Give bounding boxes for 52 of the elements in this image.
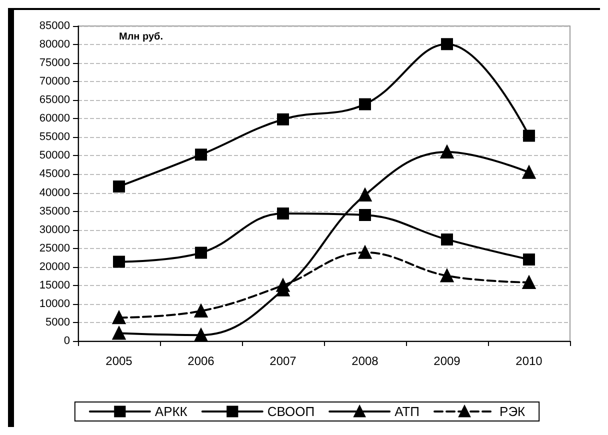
point: [440, 146, 454, 158]
y-tick-label: 55000: [39, 131, 70, 144]
y-tick-label: 15000: [39, 279, 70, 292]
annotation: Млн руб.: [119, 32, 164, 42]
y-tick-label: 0: [64, 335, 70, 347]
y-tick-label: 80000: [39, 38, 70, 51]
y-tick-label: 45000: [39, 168, 70, 180]
x-tick-label: 2005: [106, 354, 133, 368]
point: [194, 304, 208, 318]
legend-label: СВООП: [267, 404, 315, 419]
point: [112, 326, 126, 340]
x-tick-label: 2009: [434, 354, 461, 368]
point: [194, 328, 208, 342]
y-tick-label: 60000: [39, 112, 70, 125]
point: [359, 98, 371, 110]
point: [358, 246, 372, 259]
point: [195, 148, 207, 161]
point: [277, 113, 289, 126]
y-tick-label: 35000: [39, 205, 70, 218]
x-tick-label: 2007: [270, 354, 297, 368]
y-tick-label: 30000: [39, 224, 70, 236]
point: [113, 180, 125, 192]
point: [440, 269, 454, 282]
y-tick-label: 20000: [39, 260, 70, 273]
x-tick-label: 2008: [352, 354, 379, 368]
legend-label: АРКК: [154, 404, 188, 419]
y-tick-label: 5000: [46, 316, 70, 328]
point: [112, 311, 126, 324]
point: [522, 276, 536, 289]
y-tick-label: 70000: [39, 76, 70, 88]
y-tick-label: 50000: [39, 150, 70, 162]
y-tick-label: 10000: [39, 298, 70, 310]
point: [523, 130, 535, 142]
point: [277, 208, 289, 220]
point: [441, 38, 453, 50]
point: [276, 278, 290, 292]
legend-label: РЭК: [500, 404, 526, 419]
point: [358, 188, 372, 202]
point: [359, 209, 371, 221]
y-tick-label: 85000: [39, 20, 70, 32]
point: [441, 233, 453, 246]
point: [195, 246, 207, 259]
point: [522, 166, 536, 179]
x-tick-label: 2010: [516, 354, 543, 368]
y-tick-label: 40000: [39, 186, 70, 199]
y-tick-label: 75000: [39, 57, 70, 70]
x-tick-label: 2006: [188, 354, 215, 368]
point: [113, 256, 125, 268]
point: [523, 253, 535, 266]
y-tick-label: 65000: [39, 94, 70, 106]
legend-label: АТП: [394, 404, 420, 419]
y-tick-label: 25000: [39, 242, 70, 254]
